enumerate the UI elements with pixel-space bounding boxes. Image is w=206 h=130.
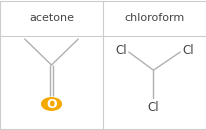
Text: chloroform: chloroform	[124, 13, 185, 23]
Text: Cl: Cl	[148, 101, 159, 114]
Text: acetone: acetone	[29, 13, 74, 23]
Text: Cl: Cl	[182, 44, 194, 57]
Text: O: O	[46, 98, 57, 110]
Text: Cl: Cl	[115, 44, 127, 57]
Circle shape	[42, 98, 61, 110]
